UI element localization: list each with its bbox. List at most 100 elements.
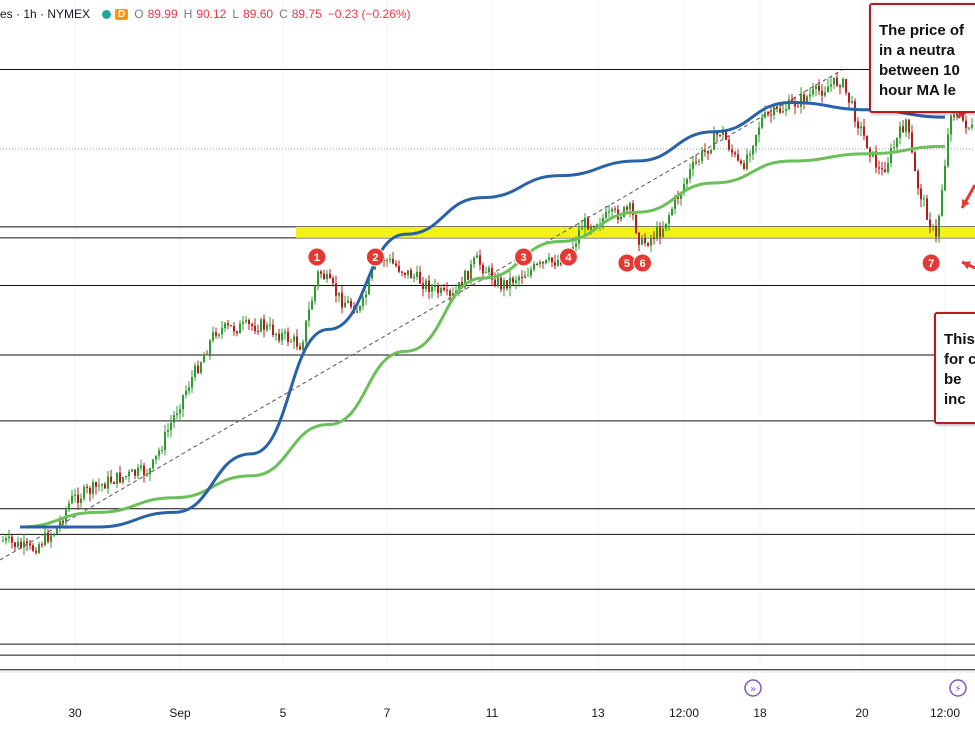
candle-body <box>74 494 76 496</box>
candle-body <box>236 331 238 334</box>
candle-body <box>884 169 886 173</box>
x-tick-label: 13 <box>591 706 605 720</box>
note-top-line-2: in a neutra <box>879 42 955 59</box>
candle-body <box>527 275 529 277</box>
candle-body <box>707 150 709 154</box>
candle-body <box>104 484 106 489</box>
svg-text:5: 5 <box>624 258 630 270</box>
note-top-line-3: between 10 <box>879 62 960 79</box>
candle-body <box>896 137 898 148</box>
svg-text:⚡: ⚡ <box>954 684 961 695</box>
touch-marker-6: 6 <box>633 253 653 273</box>
candle-body <box>551 257 553 263</box>
candle-body <box>671 208 673 216</box>
candle-body <box>911 132 913 153</box>
candle-body <box>701 150 703 162</box>
candle-body <box>668 215 670 224</box>
candle-body <box>362 297 364 306</box>
candle-body <box>764 112 766 118</box>
candle-body <box>131 469 133 472</box>
candle-body <box>488 267 490 273</box>
note-right-line-2: for c <box>944 351 975 368</box>
replay-icon[interactable]: » <box>744 679 762 697</box>
note-right-line-3: be <box>944 371 962 388</box>
candlesticks <box>2 72 973 556</box>
open-value: 89.99 <box>147 7 178 21</box>
candle-body <box>416 271 418 277</box>
candle-body <box>392 258 394 264</box>
candle-body <box>803 94 805 104</box>
dashed-trendline <box>0 69 843 561</box>
candle-body <box>68 503 70 510</box>
candle-body <box>536 263 538 265</box>
candle-body <box>713 132 715 150</box>
candle-body <box>890 148 892 163</box>
candle-body <box>437 285 439 294</box>
candle-body <box>449 290 451 296</box>
candle-body <box>482 264 484 274</box>
candle-body <box>587 218 589 230</box>
candle-body <box>830 84 832 87</box>
candle-body <box>143 465 145 476</box>
candle-body <box>674 196 676 209</box>
candle-body <box>191 377 193 388</box>
candle-body <box>395 263 397 266</box>
candle-body <box>662 228 664 237</box>
candle-body <box>704 150 706 152</box>
x-tick-label: 12:00 <box>669 706 699 720</box>
candle-body <box>908 119 910 133</box>
candle-body <box>620 216 622 220</box>
candle-body <box>731 149 733 153</box>
note-right-line-1: This <box>944 331 975 348</box>
candle-body <box>473 257 475 265</box>
svg-text:7: 7 <box>928 258 934 270</box>
candle-body <box>452 293 454 296</box>
candle-body <box>692 161 694 170</box>
candle-body <box>326 273 328 280</box>
candle-body <box>404 272 406 275</box>
candle-body <box>506 279 508 289</box>
candle-body <box>575 243 577 247</box>
candle-body <box>776 106 778 109</box>
candle-body <box>71 495 73 504</box>
candle-body <box>665 223 667 229</box>
candle-body <box>833 77 835 85</box>
candle-body <box>386 259 388 262</box>
candle-body <box>410 270 412 279</box>
candle-body <box>8 536 10 539</box>
candle-body <box>695 161 697 163</box>
candle-body <box>497 277 499 286</box>
candle-body <box>851 101 853 103</box>
svg-text:»: » <box>750 684 756 695</box>
candle-body <box>902 126 904 133</box>
candle-body <box>338 292 340 296</box>
candle-body <box>920 188 922 200</box>
candle-body <box>80 498 82 504</box>
candle-body <box>440 288 442 294</box>
candle-body <box>524 275 526 279</box>
candle-body <box>518 276 520 281</box>
candle-body <box>446 289 448 291</box>
arrow-head <box>962 261 971 270</box>
candle-body <box>47 532 49 542</box>
candle-body <box>821 90 823 96</box>
svg-text:3: 3 <box>521 252 527 264</box>
candle-body <box>545 259 547 264</box>
candle-body <box>197 365 199 373</box>
x-tick-label: 11 <box>486 706 499 720</box>
candle-body <box>95 482 97 487</box>
candle-body <box>251 324 253 326</box>
candle-body <box>629 203 631 210</box>
candle-body <box>641 238 643 245</box>
candle-body <box>755 134 757 146</box>
candle-body <box>710 149 712 154</box>
candle-body <box>281 333 283 341</box>
lightning-icon[interactable]: ⚡ <box>949 679 967 697</box>
candle-body <box>965 120 967 129</box>
candle-body <box>494 279 496 286</box>
candle-body <box>257 331 259 333</box>
candle-body <box>479 255 481 265</box>
low-key: L <box>232 7 240 21</box>
candle-body <box>32 545 34 551</box>
